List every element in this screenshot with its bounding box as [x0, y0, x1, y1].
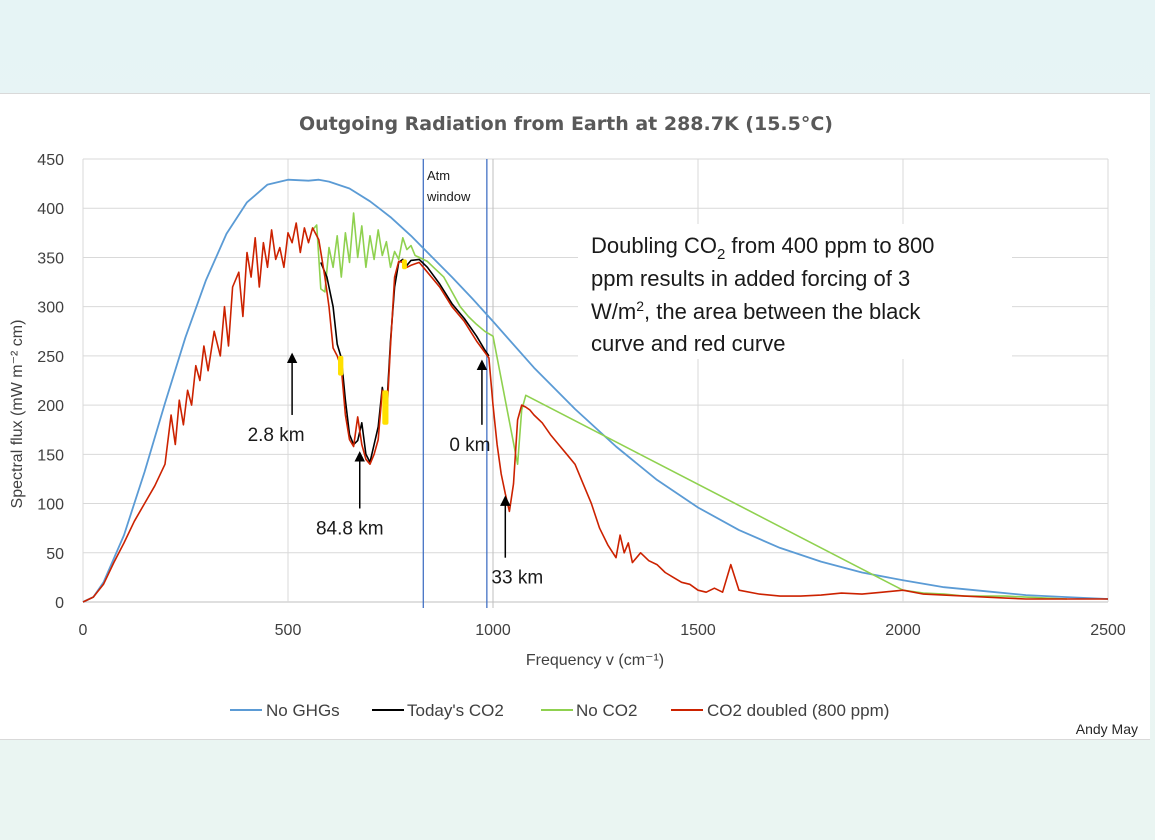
y-axis-ticks: 0 50 100 150 200 250 300 350 400 450 — [37, 152, 64, 612]
annotation-box — [578, 224, 1012, 359]
author-credit: Andy May — [1076, 721, 1138, 737]
window-label-line1: Atm — [427, 168, 450, 183]
highlight-patch — [382, 390, 389, 425]
x-tick-label: 1500 — [680, 622, 716, 639]
x-tick-label: 2000 — [885, 622, 921, 639]
y-tick-label: 400 — [37, 201, 64, 218]
annotation-line-2: ppm results in added forcing of 3 — [591, 266, 910, 291]
annotation-line-3: W/m2, the area between the black — [591, 298, 921, 324]
legend-label-todays-co2: Today's CO2 — [407, 701, 504, 720]
annotation-label: 33 km — [491, 568, 543, 589]
x-tick-label: 0 — [79, 622, 88, 639]
y-axis-label: Spectral flux (mW m⁻² cm) — [9, 320, 26, 509]
y-tick-label: 50 — [46, 546, 64, 563]
x-tick-label: 1000 — [475, 622, 511, 639]
y-tick-label: 200 — [37, 398, 64, 415]
chart-title: Outgoing Radiation from Earth at 288.7K … — [299, 113, 833, 135]
series-line-no-ghg — [82, 178, 1109, 603]
legend-label-no-ghgs: No GHGs — [266, 701, 340, 720]
legend: No GHGs Today's CO2 No CO2 CO2 doubled (… — [230, 701, 889, 720]
legend-label-no-co2: No CO2 — [576, 701, 637, 720]
highlight-layer — [338, 259, 407, 425]
window-label-line2: window — [426, 189, 471, 204]
x-axis-label: Frequency v (cm⁻¹) — [526, 652, 664, 669]
annotation-line-1: Doubling CO2 from 400 ppm to 800 — [591, 233, 934, 263]
y-tick-label: 350 — [37, 250, 64, 267]
x-tick-label: 2500 — [1090, 622, 1126, 639]
chart-svg: Outgoing Radiation from Earth at 288.7K … — [9, 113, 1138, 737]
arrow-layer: 2.8 km 84.8 km 0 km 33 km — [248, 352, 543, 589]
legend-label-co2-doubled: CO2 doubled (800 ppm) — [707, 701, 889, 720]
series-line-no-co2 — [311, 212, 1068, 600]
y-tick-label: 250 — [37, 349, 64, 366]
annotation-label: 0 km — [449, 435, 490, 456]
series-line-doubled — [82, 222, 1108, 603]
y-tick-label: 150 — [37, 447, 64, 464]
annotation-line-4: curve and red curve — [591, 331, 785, 356]
annotation-label: 84.8 km — [316, 518, 384, 539]
highlight-patch — [338, 355, 344, 376]
x-tick-label: 500 — [275, 622, 302, 639]
chart-card: Outgoing Radiation from Earth at 288.7K … — [0, 93, 1150, 740]
highlight-patch — [401, 259, 407, 270]
annotation-label: 2.8 km — [248, 425, 305, 446]
y-tick-label: 300 — [37, 300, 64, 317]
atmospheric-window-lines — [422, 159, 494, 608]
y-tick-label: 0 — [55, 595, 64, 612]
x-axis-ticks: 0 500 1000 1500 2000 2500 — [79, 622, 1126, 639]
y-tick-label: 450 — [37, 152, 64, 169]
y-tick-label: 100 — [37, 497, 64, 514]
